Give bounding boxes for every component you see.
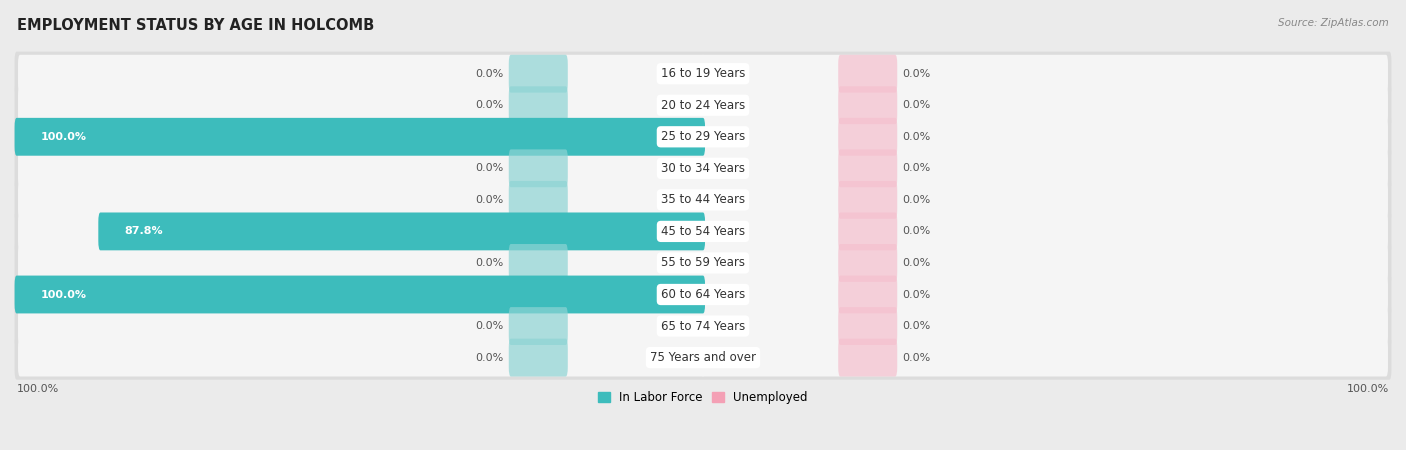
FancyBboxPatch shape <box>14 146 1392 190</box>
Text: 45 to 54 Years: 45 to 54 Years <box>661 225 745 238</box>
Text: 25 to 29 Years: 25 to 29 Years <box>661 130 745 143</box>
Text: 55 to 59 Years: 55 to 59 Years <box>661 256 745 270</box>
FancyBboxPatch shape <box>702 55 1388 93</box>
FancyBboxPatch shape <box>702 275 1388 314</box>
Text: 87.8%: 87.8% <box>124 226 163 236</box>
Text: 100.0%: 100.0% <box>17 384 59 394</box>
FancyBboxPatch shape <box>838 339 897 377</box>
FancyBboxPatch shape <box>18 86 704 124</box>
FancyBboxPatch shape <box>14 83 1392 127</box>
FancyBboxPatch shape <box>702 339 1388 377</box>
FancyBboxPatch shape <box>18 339 704 377</box>
FancyBboxPatch shape <box>509 149 568 187</box>
FancyBboxPatch shape <box>509 307 568 345</box>
Text: 0.0%: 0.0% <box>903 321 931 331</box>
Text: 0.0%: 0.0% <box>903 289 931 300</box>
FancyBboxPatch shape <box>18 149 704 187</box>
FancyBboxPatch shape <box>702 307 1388 345</box>
FancyBboxPatch shape <box>18 181 704 219</box>
Text: 100.0%: 100.0% <box>41 289 87 300</box>
Text: 0.0%: 0.0% <box>475 100 503 110</box>
Text: 75 Years and over: 75 Years and over <box>650 351 756 364</box>
Text: 0.0%: 0.0% <box>475 353 503 363</box>
FancyBboxPatch shape <box>14 241 1392 285</box>
Text: 20 to 24 Years: 20 to 24 Years <box>661 99 745 112</box>
FancyBboxPatch shape <box>509 244 568 282</box>
FancyBboxPatch shape <box>14 118 704 156</box>
FancyBboxPatch shape <box>18 118 704 156</box>
Text: 0.0%: 0.0% <box>903 258 931 268</box>
FancyBboxPatch shape <box>509 339 568 377</box>
FancyBboxPatch shape <box>14 178 1392 222</box>
FancyBboxPatch shape <box>702 149 1388 187</box>
FancyBboxPatch shape <box>509 55 568 93</box>
FancyBboxPatch shape <box>702 181 1388 219</box>
Text: 0.0%: 0.0% <box>903 195 931 205</box>
FancyBboxPatch shape <box>838 149 897 187</box>
FancyBboxPatch shape <box>509 86 568 124</box>
Text: Source: ZipAtlas.com: Source: ZipAtlas.com <box>1278 18 1389 28</box>
FancyBboxPatch shape <box>14 275 704 314</box>
Text: 0.0%: 0.0% <box>475 163 503 173</box>
FancyBboxPatch shape <box>702 86 1388 124</box>
FancyBboxPatch shape <box>14 52 1392 96</box>
FancyBboxPatch shape <box>838 307 897 345</box>
Text: 0.0%: 0.0% <box>903 226 931 236</box>
Text: 0.0%: 0.0% <box>903 100 931 110</box>
FancyBboxPatch shape <box>18 55 704 93</box>
Text: 100.0%: 100.0% <box>1347 384 1389 394</box>
FancyBboxPatch shape <box>18 212 704 250</box>
FancyBboxPatch shape <box>838 244 897 282</box>
FancyBboxPatch shape <box>702 244 1388 282</box>
FancyBboxPatch shape <box>14 304 1392 348</box>
FancyBboxPatch shape <box>838 55 897 93</box>
Text: 0.0%: 0.0% <box>903 163 931 173</box>
FancyBboxPatch shape <box>14 209 1392 253</box>
Text: 100.0%: 100.0% <box>41 132 87 142</box>
FancyBboxPatch shape <box>838 275 897 314</box>
FancyBboxPatch shape <box>18 307 704 345</box>
FancyBboxPatch shape <box>838 118 897 156</box>
FancyBboxPatch shape <box>702 212 1388 250</box>
FancyBboxPatch shape <box>14 272 1392 317</box>
FancyBboxPatch shape <box>838 212 897 250</box>
FancyBboxPatch shape <box>702 118 1388 156</box>
Text: EMPLOYMENT STATUS BY AGE IN HOLCOMB: EMPLOYMENT STATUS BY AGE IN HOLCOMB <box>17 18 374 33</box>
Text: 35 to 44 Years: 35 to 44 Years <box>661 194 745 207</box>
Text: 0.0%: 0.0% <box>903 132 931 142</box>
Text: 16 to 19 Years: 16 to 19 Years <box>661 67 745 80</box>
Text: 0.0%: 0.0% <box>475 195 503 205</box>
Text: 30 to 34 Years: 30 to 34 Years <box>661 162 745 175</box>
FancyBboxPatch shape <box>14 115 1392 159</box>
Text: 65 to 74 Years: 65 to 74 Years <box>661 320 745 333</box>
FancyBboxPatch shape <box>98 212 704 250</box>
FancyBboxPatch shape <box>18 244 704 282</box>
Text: 0.0%: 0.0% <box>475 258 503 268</box>
Text: 0.0%: 0.0% <box>903 69 931 79</box>
Text: 0.0%: 0.0% <box>475 69 503 79</box>
FancyBboxPatch shape <box>18 275 704 314</box>
Text: 0.0%: 0.0% <box>475 321 503 331</box>
Legend: In Labor Force, Unemployed: In Labor Force, Unemployed <box>593 386 813 409</box>
FancyBboxPatch shape <box>14 336 1392 380</box>
FancyBboxPatch shape <box>838 181 897 219</box>
FancyBboxPatch shape <box>838 86 897 124</box>
Text: 60 to 64 Years: 60 to 64 Years <box>661 288 745 301</box>
Text: 0.0%: 0.0% <box>903 353 931 363</box>
FancyBboxPatch shape <box>509 181 568 219</box>
